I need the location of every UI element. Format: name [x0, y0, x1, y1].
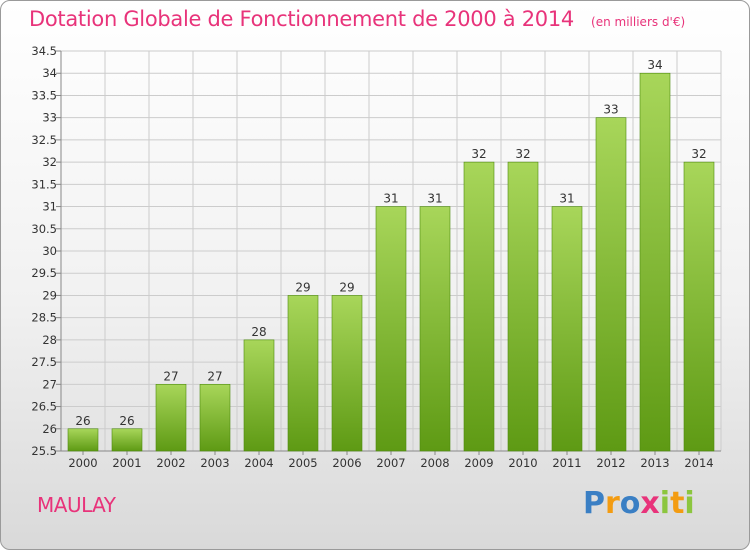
bar-value-label: 31: [559, 192, 574, 206]
bar-value-label: 27: [163, 369, 178, 383]
bar-value-label: 28: [251, 325, 266, 339]
y-tick-label: 26.5: [31, 400, 57, 414]
logo-letter: i: [684, 486, 695, 521]
y-tick-label: 27.5: [31, 355, 57, 369]
x-tick-label: 2008: [420, 456, 449, 470]
bar-2006: [331, 295, 363, 452]
bar-value-label: 31: [427, 192, 442, 206]
y-tick-label: 29: [42, 288, 57, 302]
bar-2002: [155, 384, 187, 452]
bar-value-label: 32: [515, 147, 530, 161]
bar-value-label: 29: [295, 280, 310, 294]
bar-2000: [67, 428, 99, 452]
bar-value-label: 31: [383, 192, 398, 206]
y-tick-label: 34: [42, 66, 57, 80]
bar-value-label: 32: [691, 147, 706, 161]
x-tick-label: 2003: [200, 456, 229, 470]
bar-value-label: 27: [207, 369, 222, 383]
y-tick-label: 33: [42, 111, 57, 125]
bar-2003: [199, 384, 231, 452]
x-tick-label: 2007: [376, 456, 405, 470]
chart-title: Dotation Globale de Fonctionnement de 20…: [29, 7, 574, 31]
bar-value-label: 26: [75, 414, 90, 428]
y-tick-label: 34.5: [31, 44, 57, 58]
y-tick-label: 30: [42, 244, 57, 258]
bar-value-label: 33: [603, 103, 618, 117]
bar-value-label: 29: [339, 280, 354, 294]
commune-name: MAULAY: [37, 493, 116, 517]
proxiti-logo[interactable]: Proxiti: [583, 486, 695, 521]
x-tick-label: 2004: [244, 456, 273, 470]
x-tick-label: 2002: [156, 456, 185, 470]
y-tick-label: 27: [42, 377, 57, 391]
x-tick-label: 2011: [552, 456, 581, 470]
y-tick-label: 31.5: [31, 177, 57, 191]
x-tick-label: 2012: [596, 456, 625, 470]
x-tick-label: 2013: [640, 456, 669, 470]
bar-2007: [375, 206, 407, 452]
x-tick-label: 2006: [332, 456, 361, 470]
y-tick-label: 32.5: [31, 133, 57, 147]
y-tick-label: 28.5: [31, 311, 57, 325]
logo-letter: t: [670, 486, 685, 521]
bar-2008: [419, 206, 451, 452]
y-tick-label: 25.5: [31, 444, 57, 458]
chart-unit: (en milliers d'€): [591, 15, 686, 29]
logo-letter: r: [605, 486, 620, 521]
bar-2014: [683, 161, 715, 452]
bar-2013: [639, 72, 671, 452]
x-tick-label: 2000: [68, 456, 97, 470]
bars: [67, 72, 715, 452]
x-tick-label: 2001: [112, 456, 141, 470]
x-tick-label: 2010: [508, 456, 537, 470]
y-tick-label: 30.5: [31, 222, 57, 236]
bar-value-label: 34: [647, 58, 662, 72]
bar-value-label: 26: [119, 414, 134, 428]
x-tick-label: 2005: [288, 456, 317, 470]
y-tick-label: 26: [42, 422, 57, 436]
y-tick-label: 28: [42, 333, 57, 347]
logo-letter: i: [659, 486, 671, 521]
logo-letter: x: [640, 486, 660, 521]
y-tick-label: 31: [42, 200, 57, 214]
bar-2011: [551, 206, 583, 452]
bar-2010: [507, 161, 539, 452]
logo-letter: P: [583, 486, 605, 521]
x-tick-label: 2009: [464, 456, 493, 470]
bar-2012: [595, 117, 627, 452]
bar-2001: [111, 428, 143, 452]
x-tick-label: 2014: [684, 456, 713, 470]
y-tick-label: 29.5: [31, 266, 57, 280]
y-tick-label: 33.5: [31, 88, 57, 102]
chart-title-row: Dotation Globale de Fonctionnement de 20…: [29, 7, 685, 31]
bar-value-label: 32: [471, 147, 486, 161]
bar-2004: [243, 339, 275, 452]
bar-2009: [463, 161, 495, 452]
labels: 26 2000 26 2001 27 2002 27 2003 28 2004 29 2005 29 20…: [68, 58, 713, 470]
y-tick-label: 32: [42, 155, 57, 169]
logo-letter: o: [619, 486, 641, 521]
bar-2005: [287, 295, 319, 452]
